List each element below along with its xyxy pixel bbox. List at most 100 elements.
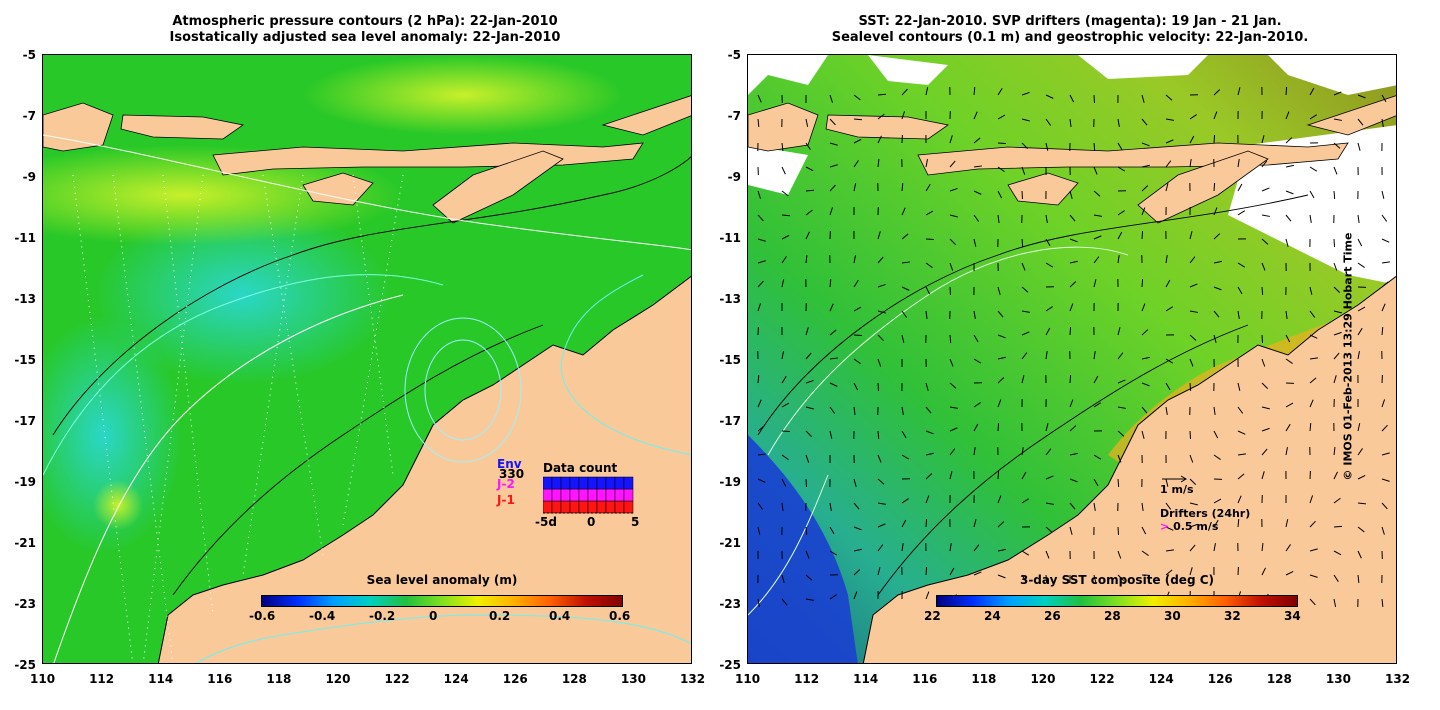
velocity-arrow [1261, 427, 1270, 432]
velocity-arrow [805, 574, 813, 581]
y-tick-label: -21 [14, 536, 36, 550]
velocity-arrow [997, 377, 1005, 384]
velocity-arrow [781, 502, 784, 511]
x-tick-label: 114 [148, 672, 174, 686]
velocity-arrow [1261, 160, 1268, 168]
velocity-arrow [1141, 118, 1148, 126]
velocity-arrow [805, 209, 813, 216]
velocity-arrow [1165, 139, 1174, 144]
y-tick-label: -19 [14, 475, 36, 489]
x-tick-label: 124 [443, 672, 469, 686]
velocity-arrow [1357, 327, 1363, 336]
histogram-bar [569, 476, 580, 490]
velocity-arrow [1333, 91, 1342, 96]
velocity-arrow [1333, 525, 1343, 528]
velocity-arrow [1045, 118, 1052, 126]
histogram-bar [578, 500, 589, 514]
histogram-bar [614, 476, 625, 490]
velocity-arrow [1237, 495, 1242, 504]
velocity-arrow [853, 569, 861, 576]
velocity-arrow [1261, 406, 1270, 410]
velocity-arrow [877, 93, 887, 96]
velocity-arrow [1309, 166, 1318, 172]
velocity-arrow [1357, 502, 1367, 505]
velocity-arrow [781, 166, 786, 175]
velocity-arrow [1333, 375, 1337, 384]
sst-colorbar-gradient [936, 595, 1298, 607]
velocity-arrow [1381, 399, 1386, 408]
velocity-arrow [1309, 598, 1316, 606]
velocity-arrow [1309, 310, 1316, 318]
right-title-line1: SST: 22-Jan-2010. SVP drifters (magenta)… [858, 14, 1282, 29]
velocity-arrow [1285, 164, 1294, 168]
velocity-arrow [973, 334, 979, 343]
velocity-arrow [1261, 448, 1268, 456]
velocity-arrow [1189, 430, 1192, 440]
velocity-arrow [1285, 358, 1293, 364]
velocity-arrow [877, 135, 882, 144]
velocity-arrow [1093, 256, 1100, 264]
velocity-arrow [853, 358, 861, 365]
velocity-arrow [1381, 502, 1388, 510]
velocity-arrow [805, 189, 815, 192]
y-tick-label: -11 [719, 231, 741, 245]
histogram-bar [605, 476, 616, 490]
velocity-arrow [1333, 118, 1342, 121]
velocity-arrow [877, 358, 882, 367]
velocity-arrow [949, 238, 956, 246]
velocity-arrow [1285, 238, 1289, 247]
velocity-arrow [1093, 166, 1098, 175]
y-tick-label: -17 [14, 414, 36, 428]
velocity-arrow [1357, 262, 1365, 268]
velocity-arrow [1165, 160, 1172, 168]
sst-map[interactable]: 1 m/s Drifters (24hr) > 0.5 m/s 3-day SS… [747, 54, 1397, 664]
velocity-arrow [1213, 406, 1216, 415]
credit-text: © IMOS 01-Feb-2013 13:29 Hobart Time [1341, 232, 1355, 481]
velocity-arrow [1261, 334, 1264, 344]
velocity-arrow [1261, 358, 1266, 367]
histogram-bar [587, 476, 598, 490]
velocity-arrow [1333, 331, 1342, 336]
histogram-bar [578, 488, 589, 502]
flores-timor-islands [212, 142, 644, 176]
velocity-arrow [1333, 471, 1338, 480]
velocity-arrow [949, 567, 955, 576]
velocity-arrow [805, 327, 809, 336]
velocity-arrow [757, 478, 766, 483]
colorbar-tick-label: -0.6 [249, 609, 276, 623]
pressure-contour [52, 156, 691, 436]
velocity-arrow [1381, 452, 1390, 456]
velocity-arrow [1093, 214, 1102, 217]
velocity-arrow [805, 526, 808, 536]
velocity-arrow [829, 94, 833, 103]
velocity-arrow [949, 214, 958, 218]
velocity-arrow [1381, 326, 1384, 336]
velocity-arrow [1117, 142, 1123, 151]
velocity-arrow [853, 548, 862, 552]
velocity-arrow [925, 452, 934, 456]
velocity-arrow [1381, 94, 1387, 103]
sat-label-j1: J-1 [497, 493, 515, 507]
velocity-arrow [1357, 306, 1366, 312]
velocity-arrow [1117, 166, 1126, 172]
velocity-arrow [1285, 519, 1289, 528]
velocity-arrow [1021, 310, 1030, 313]
velocity-arrow [1045, 94, 1054, 99]
velocity-arrow [829, 303, 834, 312]
velocity-arrow [1141, 502, 1144, 511]
velocity-arrow [1189, 135, 1195, 144]
velocity-arrow [757, 526, 761, 535]
velocity-arrow [1309, 357, 1318, 360]
y-tick-label: -17 [719, 414, 741, 428]
velocity-arrow [1045, 448, 1052, 456]
velocity-arrow [829, 357, 838, 360]
histogram-bar [614, 500, 625, 514]
velocity-arrow [1093, 478, 1099, 487]
velocity-arrow [805, 379, 814, 384]
velocity-arrow [1357, 423, 1361, 432]
sea-level-map[interactable]: Env 330 J-2 J-1 Data count -5d 0 5 Sea l… [42, 54, 692, 664]
y-tick-label: -15 [14, 353, 36, 367]
velocity-arrow [949, 358, 954, 367]
velocity-arrow [1213, 207, 1218, 216]
velocity-arrow [1093, 502, 1096, 511]
